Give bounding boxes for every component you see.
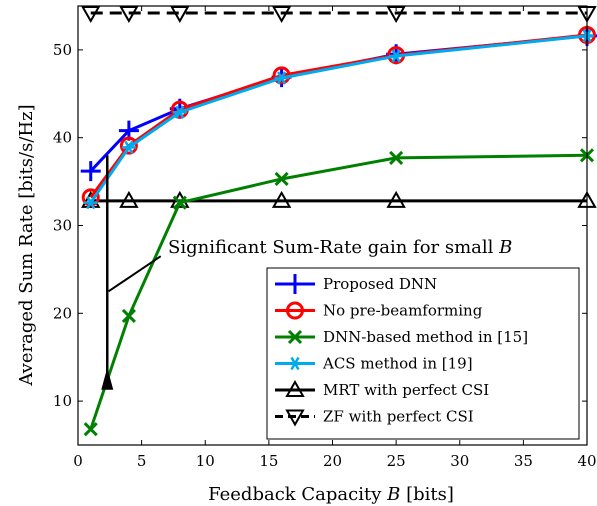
legend-label: ZF with perfect CSI	[323, 408, 474, 426]
series-proposed-dnn	[80, 25, 597, 182]
data-point	[172, 105, 187, 119]
data-point	[119, 136, 138, 155]
x-tick-label: 15	[259, 452, 278, 470]
x-axis-title-var: B	[386, 484, 400, 505]
legend-swatch-marker	[285, 379, 305, 397]
legend-label: Proposed DNN	[323, 275, 437, 293]
legend-swatch-marker	[285, 409, 305, 427]
x-tick-label: 5	[137, 452, 147, 470]
annotation-text-var: B	[498, 237, 512, 258]
legend-label: DNN-based method in [15]	[323, 328, 528, 346]
x-tick-label: 40	[577, 452, 596, 470]
x-axis-title-text: Feedback Capacity	[208, 484, 387, 505]
legend-swatch-marker	[285, 274, 305, 294]
x-axis-title: Feedback Capacity B [bits]	[208, 484, 454, 505]
data-point	[83, 422, 98, 437]
y-tick-label: 50	[53, 41, 72, 59]
data-point	[121, 308, 136, 323]
x-tick-label: 20	[323, 452, 342, 470]
series-acs-method-in-19	[83, 29, 594, 210]
legend-label: MRT with perfect CSI	[323, 381, 489, 399]
legend: Proposed DNN No pre-beamforming DNN-based …	[266, 267, 580, 440]
data-point	[271, 190, 292, 208]
data-point	[386, 6, 406, 24]
data-point	[170, 6, 190, 24]
data-point	[81, 6, 101, 24]
x-tick-label: 35	[514, 452, 533, 470]
data-point	[83, 196, 98, 210]
series-mrt-with-perfect-csi	[81, 190, 597, 208]
x-tick-label: 0	[73, 452, 83, 470]
series-line	[89, 34, 588, 173]
data-point	[386, 190, 406, 208]
data-point	[389, 49, 404, 63]
data-point	[389, 150, 404, 165]
annotation-pointer	[107, 255, 162, 293]
data-point	[119, 190, 139, 208]
annotation-text: Significant Sum-Rate gain for small B	[168, 237, 512, 258]
x-tick-label: 25	[387, 452, 406, 470]
plot-frame	[77, 5, 588, 446]
data-point	[172, 195, 187, 210]
annotation-arrow-head	[101, 367, 114, 390]
plot-area: 0 5 10 15 20 25 30 35 40 10 20 30 40 50 Significant Su…	[53, 5, 597, 470]
x-tick-label: 30	[450, 452, 469, 470]
x-tick-label: 10	[196, 452, 215, 470]
legend-label: ACS method in [19]	[322, 355, 473, 373]
data-point	[274, 71, 289, 85]
legend-swatch-marker	[286, 301, 304, 320]
series-dnn-based-method-in-15	[83, 148, 595, 437]
y-axis-title: Averaged Sum Rate [bits/s/Hz]	[16, 104, 37, 386]
y-tick-label: 20	[53, 304, 72, 322]
data-point	[271, 6, 292, 24]
legend-swatch-marker	[288, 356, 302, 371]
y-tick-label: 30	[53, 217, 72, 235]
y-tick-label: 40	[53, 129, 72, 147]
annotation-text-main: Significant Sum-Rate gain for small	[168, 237, 499, 258]
series-zf-with-perfect-csi	[81, 6, 597, 24]
data-point	[119, 6, 139, 24]
legend-swatch-marker	[287, 329, 303, 345]
data-point	[274, 171, 289, 187]
legend-box	[266, 267, 580, 440]
x-axis-title-unit: [bits]	[400, 484, 454, 505]
data-point	[81, 190, 101, 208]
data-point	[80, 161, 101, 182]
legend-label: No pre-beamforming	[323, 302, 483, 320]
y-tick-label: 10	[53, 392, 72, 410]
series-line	[89, 153, 588, 430]
data-point	[121, 140, 136, 154]
series-line	[89, 34, 588, 204]
